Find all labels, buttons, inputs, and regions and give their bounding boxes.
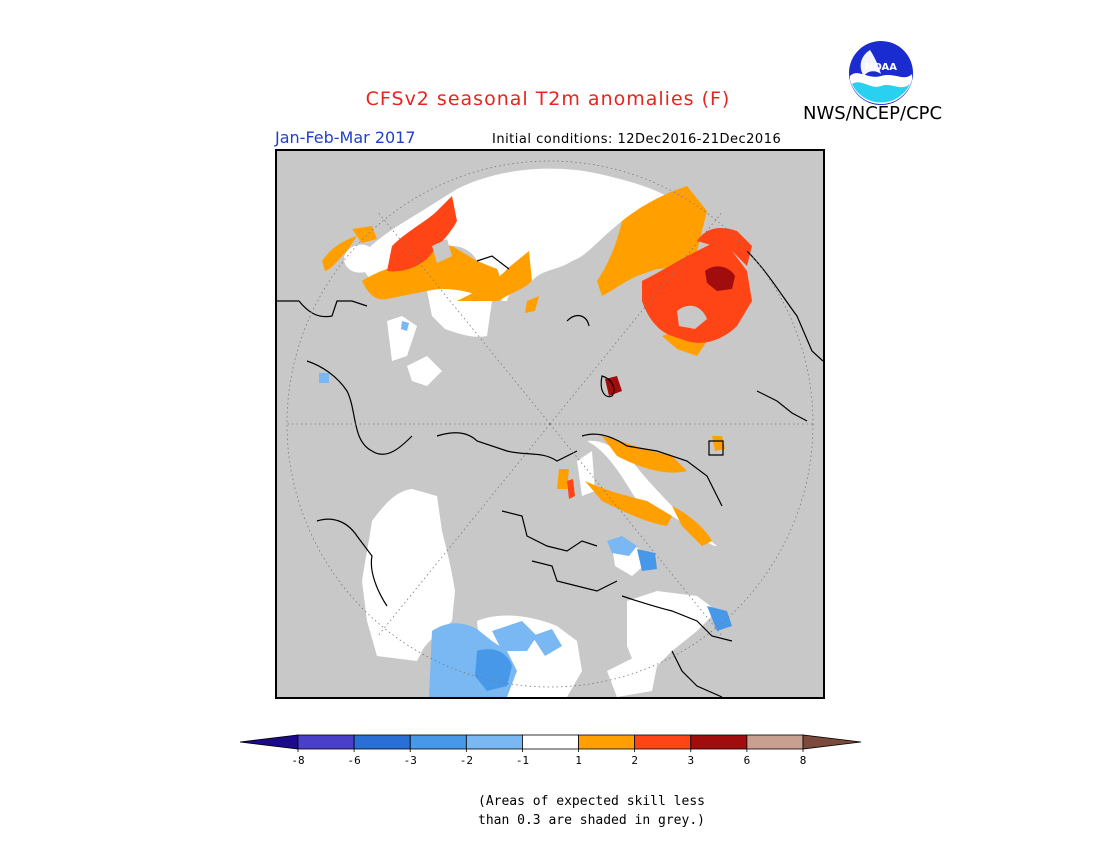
color-scale-bin [297,734,355,750]
noaa-logo-text: NOAA [865,62,897,73]
color-scale-bin [409,734,467,750]
color-scale: -8 -6 -3 -2 -1 1 2 3 6 8 [239,734,862,767]
forecast-period: Jan-Feb-Mar 2017 [275,128,416,147]
map-title: CFSv2 seasonal T2m anomalies (F) [365,88,731,110]
color-scale-bin [746,734,804,750]
color-scale-label: -2 [460,754,473,767]
strong-warm-anomaly-regions [387,196,752,499]
color-scale-label: -3 [404,754,417,767]
coastlines [277,250,823,697]
color-scale-label: 6 [744,754,751,767]
polar-map [275,149,825,699]
color-scale-bin [578,734,636,750]
color-scale-label: -6 [347,754,360,767]
color-scale-bin [802,734,862,750]
organization-label: NWS/NCEP/CPC [803,103,943,124]
low-skill-holes [432,239,707,329]
color-scale-labels: -8 -6 -3 -2 -1 1 2 3 6 8 [291,749,806,767]
color-scale-bin [634,734,692,750]
color-scale-bin [522,734,579,750]
graticule-meridians [287,210,813,638]
color-scale-bin [465,734,523,750]
warm-anomaly-regions [322,186,725,546]
noaa-logo: NOAA [849,41,913,105]
color-scale-bin [690,734,748,750]
color-scale-label: 2 [631,754,638,767]
cold-anomaly-regions [319,321,732,697]
color-scale-label: 8 [800,754,807,767]
color-scale-label: 3 [687,754,694,767]
skill-footnote: (Areas of expected skill less than 0.3 a… [478,794,705,828]
color-scale-bins [239,734,862,750]
color-scale-label: -8 [291,754,304,767]
graticule-circle [286,160,814,688]
initial-conditions: Initial conditions: 12Dec2016-21Dec2016 [492,132,782,147]
map-corner-top-left [277,151,447,301]
color-scale-label: 1 [575,754,582,767]
color-scale-bin [239,734,299,750]
color-scale-label: -1 [516,754,529,767]
color-scale-bin [353,734,411,750]
map-canvas [277,151,823,697]
